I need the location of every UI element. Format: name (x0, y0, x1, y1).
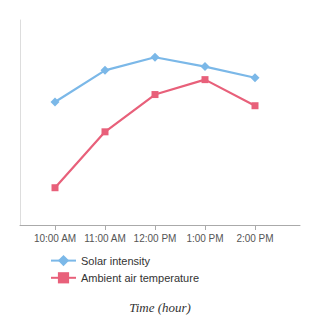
svg-text:2:00 PM: 2:00 PM (236, 233, 273, 244)
svg-text:Ambient air temperature: Ambient air temperature (81, 272, 199, 284)
svg-text:Solar intensity: Solar intensity (81, 255, 151, 267)
svg-text:Time (hour): Time (hour) (129, 300, 191, 315)
svg-text:11:00 AM: 11:00 AM (84, 233, 126, 244)
svg-text:1:00 PM: 1:00 PM (186, 233, 223, 244)
svg-text:10:00 AM: 10:00 AM (34, 233, 76, 244)
svg-text:12:00 PM: 12:00 PM (134, 233, 177, 244)
